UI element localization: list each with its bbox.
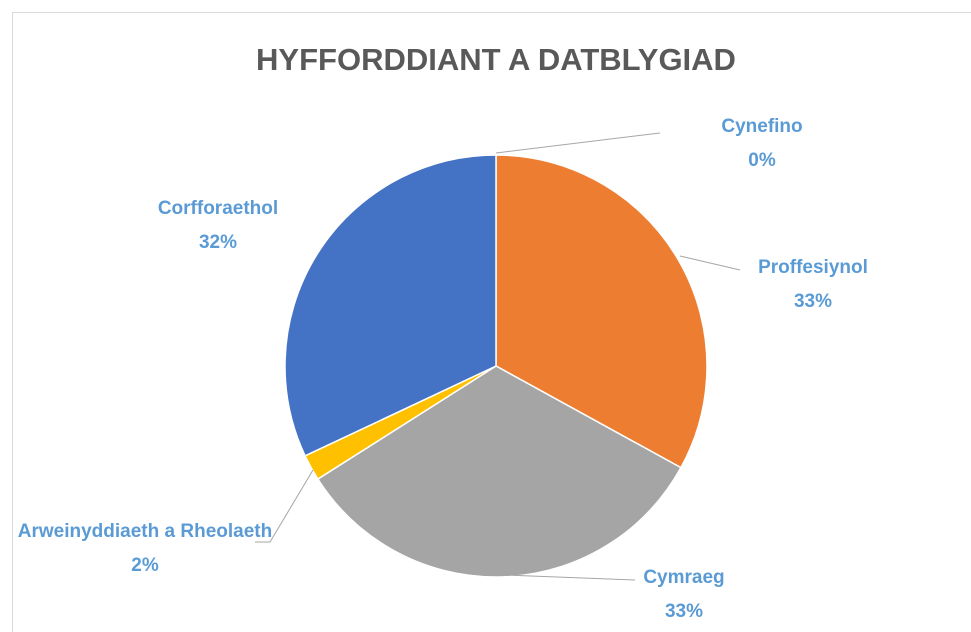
chart-title: HYFFORDDIANT A DATBLYGIAD <box>256 42 736 77</box>
leader-line <box>504 574 636 581</box>
pie-slice <box>284 154 497 457</box>
leader-line <box>255 469 314 543</box>
slice-value-label: 2% <box>131 555 159 576</box>
slice-label: Cynefino <box>721 116 803 137</box>
slice-value-label: 33% <box>793 291 833 312</box>
pie-slice <box>495 154 708 469</box>
slice-label: Proffesiynol <box>758 257 868 278</box>
slice-value-label: 0% <box>748 150 776 171</box>
slice-label: Arweinyddiaeth a Rheolaeth <box>17 521 273 542</box>
slice-label: Cymraeg <box>643 567 725 588</box>
slice-label: Corfforaethol <box>157 198 279 219</box>
leader-line <box>495 132 661 154</box>
pie-slice <box>316 365 682 578</box>
slice-value-label: 33% <box>664 601 704 622</box>
leader-line <box>679 255 741 271</box>
slice-value-label: 32% <box>198 232 238 253</box>
